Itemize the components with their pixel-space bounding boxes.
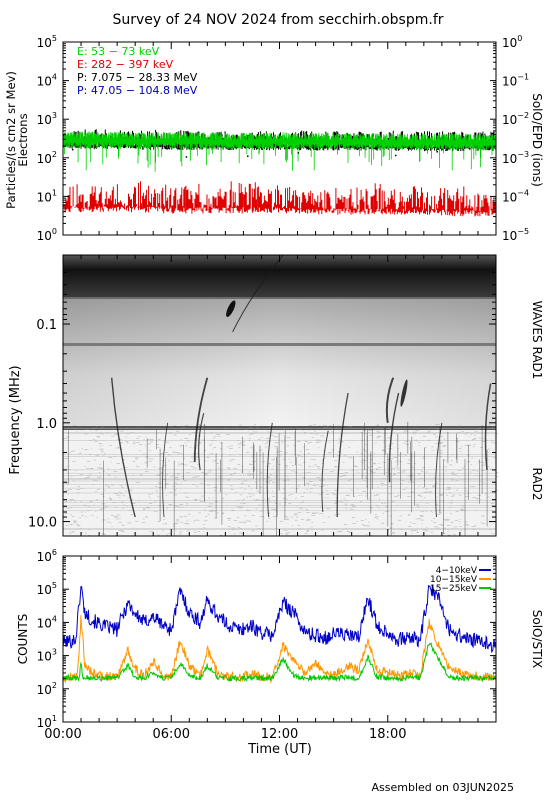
time-tick-label: 06:00 xyxy=(153,727,190,742)
waves-tick-label: 0.1 xyxy=(36,318,57,333)
radio-burst-core xyxy=(226,300,236,317)
epd-legend-entry: E: 282 − 397 keV xyxy=(77,58,174,71)
figure-title: Survey of 24 NOV 2024 from secchirh.obsp… xyxy=(112,12,443,28)
epd-ylabel-2: Electrons xyxy=(16,113,30,166)
waves-ticks: 0.1 1.0 10.0 xyxy=(28,254,497,536)
epd-right-tick-label: 100 xyxy=(502,34,522,50)
stix-tick-label: 101 xyxy=(37,714,57,730)
epd-right-tick-label: 10−5 xyxy=(502,227,529,243)
epd-right-tick-label: 10−2 xyxy=(502,111,529,127)
time-tick-label: 18:00 xyxy=(369,727,406,742)
radio-burst xyxy=(266,422,273,518)
radio-burst xyxy=(198,413,205,471)
stix-legend-label: 10−15keV xyxy=(430,575,478,585)
waves-panel: 0.1 1.0 10.0 Frequency (MHz) WAVES RAD1 RA… xyxy=(8,254,544,537)
radio-burst xyxy=(321,430,329,513)
epd-ticks: 100 101 102 103 104 105 10−5 10−4 10−3 10−2 10−1 10… xyxy=(37,34,529,243)
epd-point xyxy=(72,148,74,151)
waves-spectrogram xyxy=(63,254,499,537)
radio-burst xyxy=(336,392,349,518)
stix-legend-label: 15−25keV xyxy=(430,584,478,594)
epd-right-tick-label: 10−4 xyxy=(502,188,529,204)
time-axis: 00:00 06:00 12:00 18:00 xyxy=(44,556,497,742)
stix-tick-label: 103 xyxy=(37,648,57,664)
radio-burst xyxy=(435,422,443,518)
epd-point xyxy=(436,151,438,153)
epd-left-tick-label: 101 xyxy=(37,188,57,204)
epd-point xyxy=(297,152,300,154)
epd-legend-entry: P: 47.05 − 104.8 MeV xyxy=(77,84,198,97)
stix-series-10-15kev xyxy=(62,615,497,684)
radio-burst xyxy=(232,254,284,333)
stix-tick-label: 102 xyxy=(37,681,57,697)
epd-point xyxy=(247,155,249,157)
radio-burst xyxy=(385,377,395,423)
epd-left-tick-label: 103 xyxy=(37,111,57,127)
epd-point xyxy=(185,156,188,158)
time-axis-label: Time (UT) xyxy=(247,742,312,757)
epd-left-tick-label: 105 xyxy=(37,34,57,50)
radio-burst xyxy=(193,377,209,463)
time-tick-label: 12:00 xyxy=(261,727,298,742)
waves-right-label-rad1: WAVES RAD1 xyxy=(530,301,544,380)
radio-burst xyxy=(162,422,169,518)
stix-tick-label: 105 xyxy=(37,581,57,597)
waves-tick-label: 10.0 xyxy=(28,516,57,531)
epd-left-tick-label: 100 xyxy=(37,227,57,243)
epd-left-tick-label: 102 xyxy=(37,150,57,166)
waves-right-label-rad2: RAD2 xyxy=(530,468,544,501)
epd-right-tick-label: 10−1 xyxy=(502,73,529,89)
epd-ylabel-1: Particles/(s cm2 sr Mev) xyxy=(4,71,18,209)
radio-burst xyxy=(388,392,400,483)
epd-legend-entry: P: 7.075 − 28.33 MeV xyxy=(77,71,198,84)
epd-series-e53 xyxy=(62,131,496,172)
epd-series-e282 xyxy=(62,181,496,217)
epd-left-tick-label: 104 xyxy=(37,73,57,89)
stix-legend-label: 4−10keV xyxy=(436,566,478,576)
rad2-striations xyxy=(67,421,488,536)
assembled-note: Assembled on 03JUN2025 xyxy=(372,781,514,794)
epd-point xyxy=(394,154,397,157)
epd-data-area xyxy=(62,129,496,217)
epd-right-tick-label: 10−3 xyxy=(502,150,529,166)
epd-legend-entry: E: 53 − 73 keV xyxy=(77,45,160,58)
radio-burst-core xyxy=(400,379,408,407)
stix-series-4-10kev xyxy=(62,584,497,654)
time-tick-label: 00:00 xyxy=(44,727,81,742)
stix-right-label: SolO/STIX xyxy=(530,610,544,669)
radio-burst xyxy=(484,383,492,470)
stix-tick-label: 106 xyxy=(37,548,57,564)
epd-panel: 100 101 102 103 104 105 10−5 10−4 10−3 10−2 10−1 10… xyxy=(4,34,544,243)
waves-ylabel: Frequency (MHz) xyxy=(8,365,23,474)
stix-ticks: 101 102 103 104 105 106 xyxy=(37,548,496,730)
epd-right-label: SolO/EPD (ions) xyxy=(530,93,544,187)
waves-tick-label: 1.0 xyxy=(36,417,57,432)
stix-tick-label: 104 xyxy=(37,614,57,630)
stix-panel: 101 102 103 104 105 106 4−10keV10−15keV15−25k… xyxy=(16,548,544,757)
radio-burst xyxy=(111,377,136,518)
stix-series-15-25kev xyxy=(62,642,497,683)
stix-ylabel: COUNTS xyxy=(16,614,30,665)
stix-data-area xyxy=(62,584,497,684)
